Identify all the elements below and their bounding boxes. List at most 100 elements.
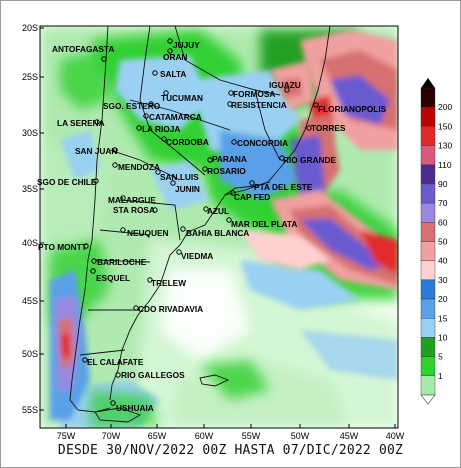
city-label: PARANA (212, 154, 247, 164)
city-marker (207, 157, 213, 163)
legend-swatch (420, 106, 436, 127)
city-marker (120, 227, 126, 233)
city-marker (284, 87, 290, 93)
city-label: CAP FED (234, 192, 270, 202)
city-marker (227, 101, 233, 107)
city-marker (101, 56, 107, 62)
legend-label: 110 (438, 160, 452, 170)
legend-swatch (420, 87, 436, 108)
city-marker (167, 48, 173, 54)
plot-border (39, 25, 399, 429)
city-marker (170, 180, 176, 186)
city-marker (152, 207, 158, 213)
city-label: PTA DEL ESTE (254, 182, 313, 192)
latitude-labels: 20S 25S 30S 35S 40S 45S 50S 55S (22, 23, 44, 415)
city-label: CONCORDIA (237, 138, 288, 148)
city-marker (230, 190, 236, 196)
lat-tick-label: 45S (22, 296, 38, 306)
city-label: FLORIANOPOLIS (318, 104, 387, 114)
city-label: STA ROSA (113, 205, 155, 215)
date-range-title: DESDE 30/NOV/2022 00Z HASTA 07/DIC/2022 … (57, 443, 404, 458)
city-marker (143, 113, 149, 119)
legend-swatch (420, 375, 436, 396)
city-label: TRELEW (151, 278, 186, 288)
legend-swatch (420, 356, 436, 377)
lon-tick-label: 40W (386, 431, 405, 441)
city-marker (306, 125, 312, 131)
legend-swatch (420, 183, 436, 204)
city-marker (203, 206, 209, 212)
longitude-labels: 75W 70W 65W 60W 55W 50W 45W 40W (57, 424, 405, 441)
lon-tick-label: 45W (340, 431, 359, 441)
city-marker (226, 217, 232, 223)
lat-tick-label: 25S (22, 72, 38, 82)
precipitation-field (40, 26, 398, 428)
city-label: TUCUMAN (161, 93, 203, 103)
lon-tick-label: 55W (242, 431, 261, 441)
city-label: RIO GALLEGOS (121, 370, 185, 380)
legend-label: 60 (438, 217, 448, 227)
city-marker (279, 155, 285, 161)
city-marker (110, 400, 116, 406)
city-marker (313, 102, 319, 108)
lat-tick-label: 20S (22, 23, 38, 33)
city-marker (167, 38, 173, 44)
city-marker (94, 119, 100, 125)
city-label: ESQUEL (96, 273, 130, 283)
city-label: JUJUY (173, 40, 200, 50)
city-marker (91, 258, 97, 264)
city-label: AZUL (207, 206, 229, 216)
city-label: PTO MONTT (38, 242, 87, 252)
city-marker (148, 101, 154, 107)
legend-label: 200 (438, 102, 452, 112)
legend-bottom-arrow (420, 394, 436, 405)
city-label: JUNIN (175, 184, 200, 194)
city-label: SALTA (160, 69, 186, 79)
city-marker (161, 136, 167, 142)
city-label: SAN LUIS (160, 172, 199, 182)
city-label: LA RIOJA (142, 124, 180, 134)
city-label: VIEDMA (181, 251, 213, 261)
legend-label: 150 (438, 121, 452, 131)
lat-tick-label: 30S (22, 128, 38, 138)
city-marker (136, 125, 142, 131)
lon-tick-label: 70W (102, 431, 121, 441)
city-marker (112, 147, 118, 153)
city-label: USHUAIA (116, 403, 154, 413)
city-marker (155, 169, 161, 175)
city-marker (115, 372, 121, 378)
city-marker (133, 305, 139, 311)
city-marker (180, 226, 186, 232)
lat-tick-label: 50S (22, 349, 38, 359)
legend-swatch (420, 126, 436, 146)
legend-swatch (420, 222, 436, 242)
legend-label: 90 (438, 179, 448, 189)
city-label: TORRES (311, 123, 346, 133)
legend-label: 5 (438, 352, 443, 362)
legend-swatch (420, 298, 436, 319)
city-marker (152, 70, 158, 76)
legend-label: 70 (438, 198, 448, 208)
lon-tick-label: 50W (291, 431, 310, 441)
city-label: CDO RIVADAVIA (138, 304, 203, 314)
legend-label: 15 (438, 313, 448, 323)
legend-label: 30 (438, 275, 448, 285)
city-label: BAHIA BLANCA (186, 228, 249, 238)
city-marker (163, 90, 169, 96)
legend-label: 20 (438, 294, 448, 304)
legend-swatch (420, 260, 436, 281)
coastlines (69, 26, 331, 423)
city-marker (202, 166, 208, 172)
city-label: SGO DE CHILE (37, 177, 97, 187)
city-marker (147, 277, 153, 283)
city-labels: ANTOFAGASTA JUJUY ORAN SALTA IGUAZU TUCUMAN FO… (37, 38, 387, 413)
legend-swatch (420, 202, 436, 223)
city-label: BARILOCHE (97, 257, 147, 267)
legend-label: 50 (438, 237, 448, 247)
legend-label: 130 (438, 141, 452, 151)
lat-tick-label: 55S (22, 405, 38, 415)
city-marker (83, 243, 89, 249)
city-marker (228, 90, 234, 96)
lon-tick-label: 60W (195, 431, 214, 441)
city-marker (112, 162, 118, 168)
